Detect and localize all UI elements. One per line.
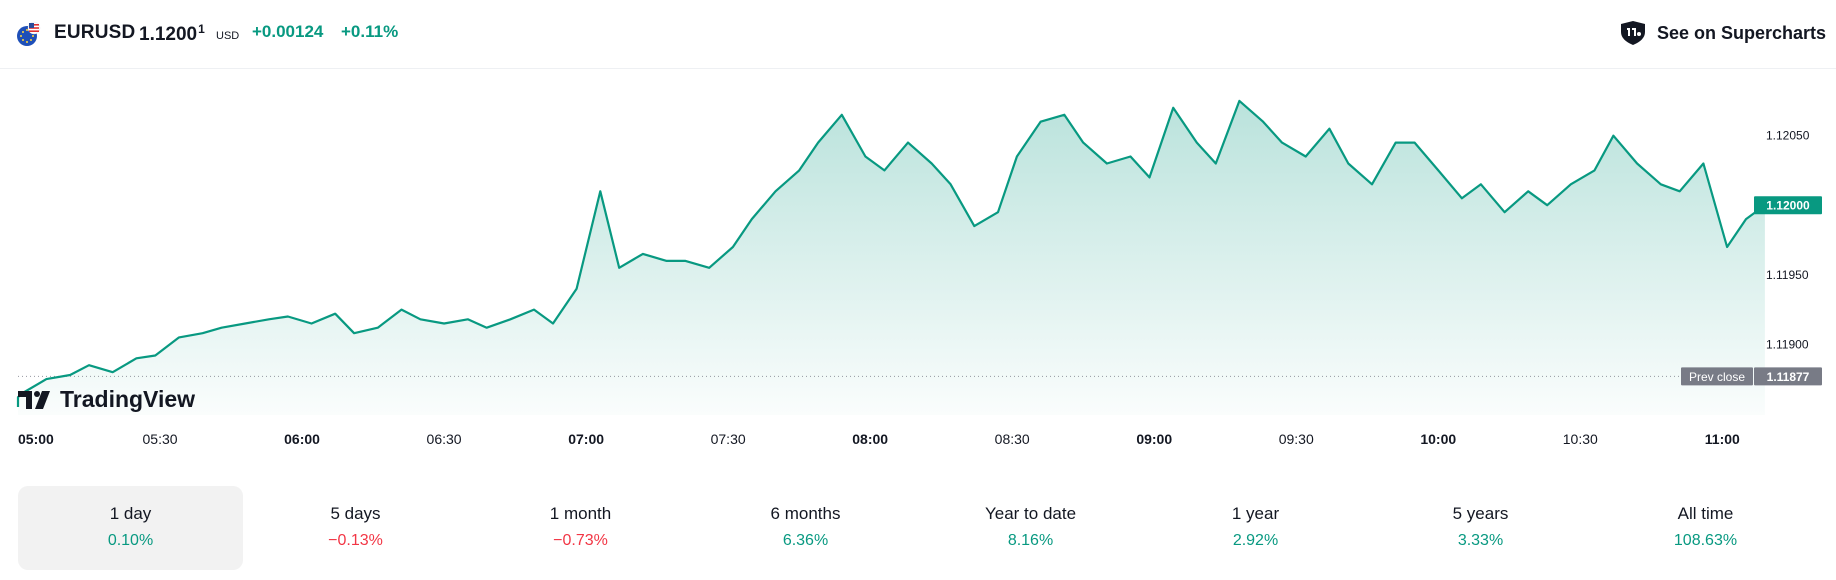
x-tick-label: 10:00	[1420, 431, 1456, 447]
tradingview-logo[interactable]: TradingView	[18, 386, 195, 413]
x-tick-label: 06:00	[284, 431, 320, 447]
period-change: −0.73%	[553, 532, 608, 549]
prev-close-tag-label: Prev close	[1689, 370, 1745, 384]
period-selector: 1 day 0.10% 5 days −0.13% 1 month −0.73% 6 …	[18, 486, 1818, 570]
period-5-years[interactable]: 5 years 3.33%	[1368, 486, 1593, 570]
y-tick-label: 1.11900	[1766, 337, 1809, 351]
x-tick-label: 05:30	[143, 431, 178, 447]
prev-close-value-label: 1.11877	[1767, 370, 1810, 384]
y-tick-label: 1.11950	[1766, 268, 1809, 282]
x-tick-label: 07:00	[568, 431, 604, 447]
period-change: 8.16%	[1007, 532, 1054, 549]
period-label: 5 days	[330, 504, 381, 523]
x-tick-label: 07:30	[711, 431, 746, 447]
period-1-year[interactable]: 1 year 2.92%	[1143, 486, 1368, 570]
period-label: 6 months	[770, 504, 841, 523]
chart-header: EURUSD 1.12001 USD +0.00124 +0.11% See o…	[0, 0, 1836, 69]
period-all-time[interactable]: All time 108.63%	[1593, 486, 1818, 570]
symbol-name[interactable]: EURUSD	[54, 22, 136, 43]
period-change: 108.63%	[1673, 532, 1738, 549]
period-5-days[interactable]: 5 days −0.13%	[243, 486, 468, 570]
x-tick-label: 06:30	[427, 431, 462, 447]
last-price-main: 1.1200	[139, 24, 198, 45]
period-label: 1 month	[549, 504, 612, 523]
period-label: 5 years	[1452, 504, 1509, 523]
price-area-fill	[18, 100, 1765, 416]
last-price-fraction: 1	[198, 22, 205, 36]
tradingview-logo-text: TradingView	[60, 386, 196, 412]
period-change: 2.92%	[1232, 532, 1279, 549]
x-tick-label: 11:00	[1705, 431, 1740, 447]
x-tick-label: 09:30	[1279, 431, 1314, 447]
x-tick-label: 08:00	[852, 431, 888, 447]
period-label: 1 year	[1231, 504, 1280, 523]
period-label: Year to date	[984, 504, 1077, 523]
last-price-tag	[1754, 196, 1822, 215]
tradingview-logo-icon	[18, 390, 50, 409]
period-1-day[interactable]: 1 day 0.10%	[18, 486, 243, 570]
price-chart[interactable]: 1.12050 1.11950 1.11900 1.12000 Prev close 1.…	[0, 70, 1836, 470]
prev-close-value-tag	[1754, 367, 1822, 386]
period-label: All time	[1677, 504, 1734, 523]
last-price: 1.12001	[139, 22, 205, 46]
see-on-supercharts-link[interactable]: See on Supercharts	[1619, 18, 1826, 48]
supercharts-icon	[1620, 21, 1645, 45]
price-line	[16, 99, 1766, 407]
period-6-months[interactable]: 6 months 6.36%	[693, 486, 918, 570]
period-year-to-date[interactable]: Year to date 8.16%	[918, 486, 1143, 570]
price-change-percent: +0.11%	[341, 22, 399, 41]
y-tick-label: 1.12050	[1766, 129, 1810, 143]
period-change: −0.13%	[328, 532, 383, 549]
x-tick-label: 08:30	[995, 431, 1030, 447]
eu-us-flag-icon	[17, 21, 41, 46]
x-tick-label: 10:30	[1563, 431, 1598, 447]
price-change: +0.00124	[252, 22, 324, 41]
period-label: 1 day	[109, 504, 152, 523]
x-tick-label: 09:00	[1136, 431, 1172, 447]
x-tick-label: 05:00	[18, 431, 54, 447]
period-change: 0.10%	[107, 532, 154, 549]
period-change: 6.36%	[782, 532, 829, 549]
last-price-tag-label: 1.12000	[1766, 199, 1810, 213]
currency-label: USD	[216, 30, 240, 42]
see-on-supercharts-label: See on Supercharts	[1656, 22, 1826, 43]
period-1-month[interactable]: 1 month −0.73%	[468, 486, 693, 570]
prev-close-tag	[1681, 367, 1753, 386]
period-change: 3.33%	[1457, 532, 1504, 549]
